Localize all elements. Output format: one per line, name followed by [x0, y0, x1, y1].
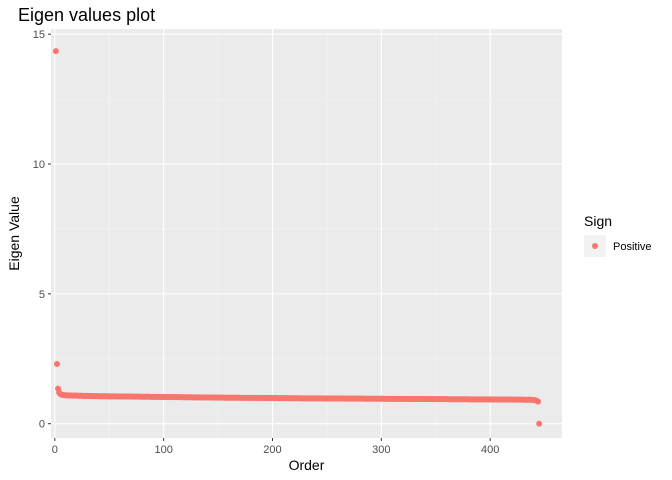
x-tick-label: 0 — [52, 444, 58, 456]
data-points — [52, 48, 543, 427]
y-tick-label: 15 — [33, 29, 45, 41]
major-grid — [51, 29, 562, 438]
chart-title: Eigen values plot — [18, 5, 155, 25]
x-axis-ticks: 0 100 200 300 400 — [52, 438, 499, 456]
data-point — [535, 398, 542, 405]
legend-key-point — [592, 243, 598, 249]
data-point — [536, 420, 543, 427]
x-tick-label: 100 — [154, 444, 172, 456]
legend-label-positive: Positive — [613, 241, 652, 253]
data-point — [52, 48, 59, 55]
data-point — [53, 360, 60, 367]
x-tick-label: 400 — [481, 444, 499, 456]
y-tick-label: 5 — [39, 289, 45, 301]
plot-panel — [51, 29, 562, 438]
y-axis-ticks: 0 5 10 15 — [33, 29, 51, 431]
x-tick-label: 200 — [263, 444, 281, 456]
x-tick-label: 300 — [372, 444, 390, 456]
legend: Sign Positive — [584, 213, 652, 257]
y-tick-label: 0 — [39, 419, 45, 431]
y-axis-label: Eigen Value — [6, 196, 22, 271]
legend-title: Sign — [584, 213, 612, 229]
minor-grid — [51, 29, 562, 438]
x-axis-label: Order — [289, 457, 325, 473]
y-tick-label: 10 — [33, 159, 45, 171]
